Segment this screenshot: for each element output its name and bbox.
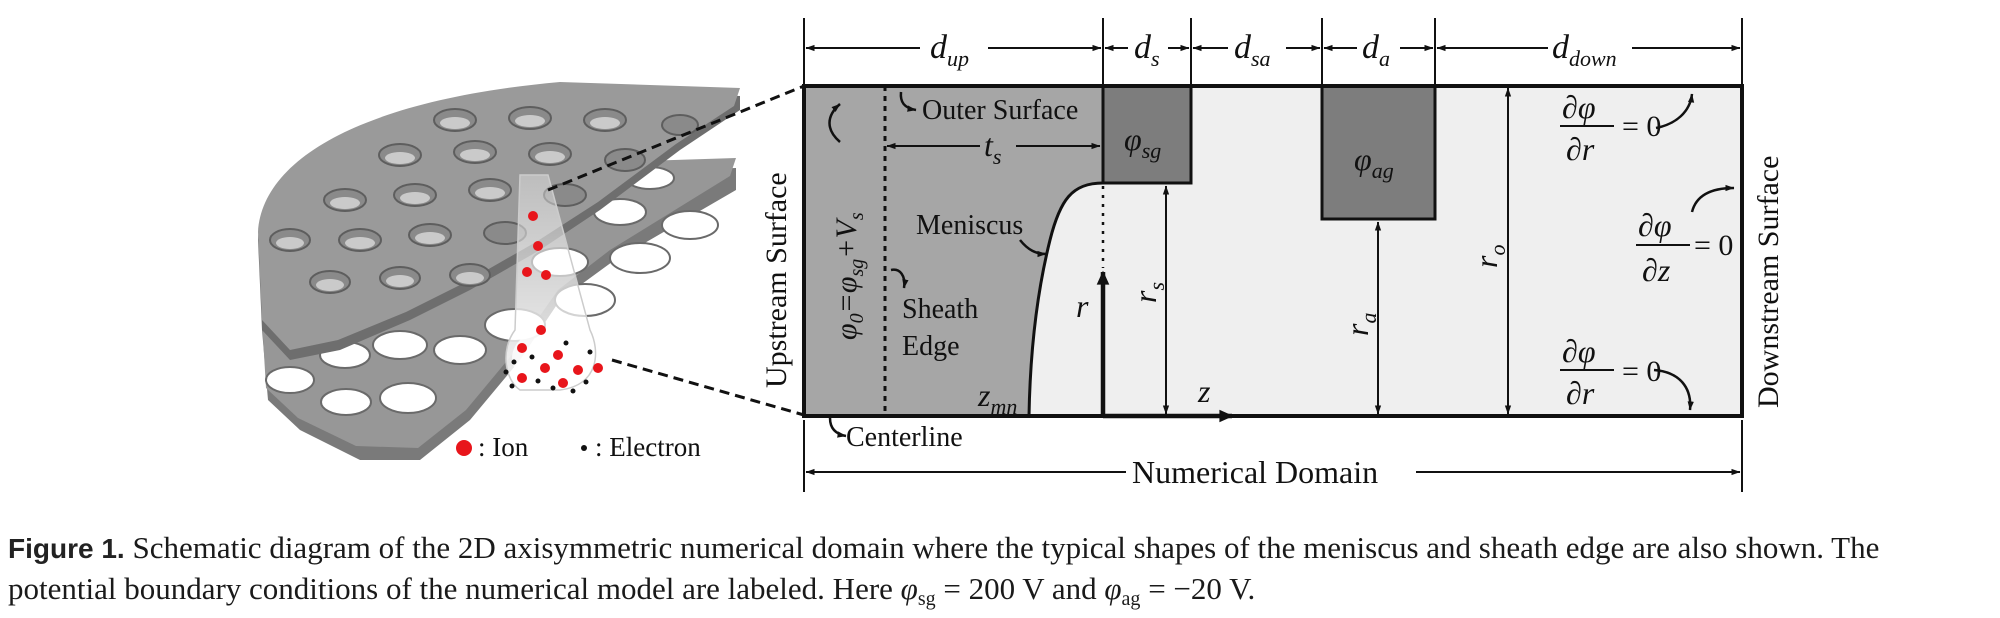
- particle-legend: : Ion : Electron: [456, 432, 701, 462]
- figure-caption: Figure 1. Schematic diagram of the 2D ax…: [8, 528, 1993, 609]
- ion-legend-marker: [456, 440, 472, 456]
- top-dimensions: [803, 18, 1743, 86]
- caption-phi-ag-sub: ag: [1121, 588, 1141, 610]
- screen-grid-electrode: [1101, 84, 1193, 185]
- numerical-domain-label: Numerical Domain: [1132, 454, 1378, 490]
- schematic-figure: : Ion : Electron r z rs ra ro φsg φag φ0: [258, 18, 1785, 492]
- ra-label: ra: [1339, 313, 1381, 336]
- electron-legend-label: : Electron: [595, 432, 701, 462]
- ddown-label: ddown: [1552, 29, 1617, 71]
- caption-phi-sg: φ: [900, 571, 918, 606]
- electron-legend-marker: [581, 445, 587, 451]
- bc-bottom-dphi-dr: ∂φ ∂r = 0: [1560, 333, 1694, 411]
- svg-text:= 0: = 0: [1694, 229, 1733, 262]
- outer-surface-arrow: [899, 91, 917, 112]
- bc-top-dphi-dr: ∂φ ∂r = 0: [1560, 89, 1695, 167]
- caption-phi-ag: φ: [1104, 571, 1122, 606]
- meniscus-label: Meniscus: [916, 210, 1023, 241]
- sheath-edge-label-1: Sheath: [902, 294, 978, 325]
- electron-particles: [503, 340, 593, 394]
- rs-label: rs: [1127, 282, 1169, 303]
- svg-text:∂r: ∂r: [1566, 131, 1595, 167]
- accel-grid-electrode: [1320, 84, 1437, 221]
- caption-text-3: = −20 V.: [1140, 571, 1256, 606]
- r-axis-label: r: [1076, 288, 1089, 324]
- dsa-label: dsa: [1234, 29, 1271, 71]
- phi-sg-label: φsg: [1124, 121, 1161, 163]
- svg-text:= 0: = 0: [1622, 355, 1661, 388]
- numerical-domain: r z rs ra ro φsg φag φ0=φsg+Vs Outer Sur…: [760, 84, 1785, 453]
- zmn-label: zmn: [977, 377, 1017, 419]
- upstream-bc-arrow: [828, 103, 841, 143]
- outer-surface-label: Outer Surface: [922, 95, 1078, 126]
- z-axis-label: z: [1197, 373, 1211, 409]
- meniscus-arrow: [1019, 239, 1047, 258]
- caption-phi-sg-sub: sg: [917, 588, 936, 610]
- dup-label: dup: [930, 29, 969, 71]
- domain-length-dimension: [803, 420, 1743, 492]
- grid-illustration: : Ion : Electron: [258, 82, 740, 462]
- ion-beamlet: [505, 174, 597, 391]
- svg-text:∂r: ∂r: [1566, 375, 1595, 411]
- svg-text:∂z: ∂z: [1642, 252, 1671, 288]
- meniscus-curve: [1027, 181, 1104, 417]
- downstream-surface-label: Downstream Surface: [1752, 156, 1785, 408]
- caption-text-1: Schematic diagram of the 2D axisymmetric…: [8, 530, 1880, 606]
- sheath-edge-arrow: [890, 268, 909, 289]
- ion-particles: [517, 211, 603, 388]
- ion-legend-label: : Ion: [478, 432, 529, 462]
- caption-figure-label: Figure 1.: [8, 533, 125, 564]
- bc-right-dphi-dz: ∂φ ∂z = 0: [1636, 184, 1735, 288]
- centerline-label: Centerline: [846, 422, 963, 453]
- zoom-line-bottom: [611, 358, 805, 417]
- svg-text:= 0: = 0: [1622, 110, 1661, 143]
- svg-text:∂φ: ∂φ: [1638, 207, 1672, 243]
- centerline-arrow: [828, 417, 847, 438]
- sheath-edge-label-2: Edge: [902, 331, 960, 362]
- domain-border: [802, 84, 1744, 418]
- ds-label: ds: [1134, 29, 1160, 71]
- upstream-surface-label: Upstream Surface: [760, 172, 793, 388]
- svg-text:∂φ: ∂φ: [1562, 333, 1596, 369]
- ro-label: ro: [1468, 245, 1510, 268]
- zoom-line-top: [547, 84, 805, 192]
- caption-text-2: = 200 V and: [935, 571, 1105, 606]
- screen-grid: [258, 82, 740, 360]
- phi-ag-label: φag: [1354, 141, 1394, 183]
- plasma-region: [804, 86, 1103, 416]
- svg-text:∂φ: ∂φ: [1562, 89, 1596, 125]
- da-label: da: [1362, 29, 1390, 71]
- ts-label: ts: [984, 127, 1001, 169]
- upstream-bc-equation: φ0=φsg+Vs: [830, 212, 868, 340]
